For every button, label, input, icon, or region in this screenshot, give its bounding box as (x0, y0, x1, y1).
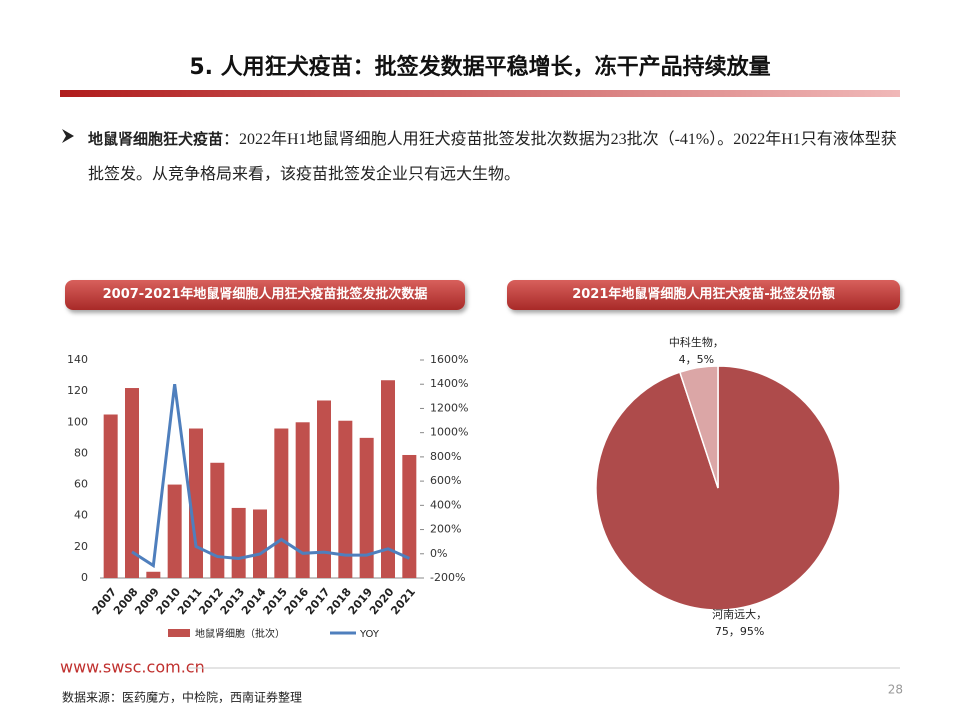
pie-value-label: 75，95% (715, 625, 764, 638)
bar (274, 428, 289, 578)
y2-tick-label: 400% (430, 498, 461, 511)
pie-label: 中科生物， (669, 335, 724, 349)
bullet-text: 地鼠肾细胞狂犬疫苗：2022年H1地鼠肾细胞人用狂犬疫苗批签发批次数据为23批次… (88, 122, 903, 192)
y2-tick-label: 200% (430, 523, 461, 536)
y-tick-label: 140 (67, 353, 88, 366)
y-tick-label: 20 (74, 540, 88, 553)
yoy-line (131, 384, 410, 569)
bullet-heading: 地鼠肾细胞狂犬疫苗 (88, 130, 224, 148)
chart-title: 2021年地鼠肾细胞人用狂犬疫苗-批签发份额 (507, 280, 900, 310)
bullet-body: ：2022年H1地鼠肾细胞人用狂犬疫苗批签发批次数据为23批次（-41%）。20… (88, 131, 897, 183)
bar (295, 422, 310, 578)
bar (338, 420, 353, 578)
x-tick-label: 2021 (388, 586, 418, 618)
bar (167, 484, 182, 578)
y2-tick-label: 1600% (430, 353, 468, 366)
chart-title: 2007-2021年地鼠肾细胞人用狂犬疫苗批签发批次数据 (65, 280, 465, 310)
bar (253, 509, 267, 578)
y2-tick-label: 1000% (430, 426, 468, 439)
bar (402, 454, 417, 578)
y-tick-label: 40 (74, 509, 88, 522)
y2-tick-label: -200% (430, 571, 465, 584)
bar (103, 414, 118, 578)
y2-tick-label: 1400% (430, 377, 468, 390)
legend-label: 地鼠肾细胞（批次） (195, 627, 285, 640)
page-number: 28 (888, 683, 903, 697)
bullet-arrow (62, 129, 74, 143)
pie-slice (678, 365, 719, 489)
bar (317, 400, 331, 578)
pie-value-label: 4，5% (679, 353, 714, 366)
y2-tick-label: 1200% (430, 401, 468, 414)
website: www.swsc.com.cn (60, 658, 205, 677)
slide-title: 5. 人用狂犬疫苗：批签发数据平稳增长，冻干产品持续放量 (189, 54, 770, 80)
y-tick-label: 0 (81, 571, 88, 584)
y-tick-label: 60 (74, 478, 88, 491)
bar (146, 571, 161, 578)
bar (231, 507, 246, 578)
bar (189, 428, 203, 578)
bar (359, 437, 374, 578)
y2-tick-label: 800% (430, 450, 461, 463)
y2-tick-label: 600% (430, 474, 461, 487)
pie-label: 河南远大， (712, 607, 767, 621)
y-tick-label: 80 (74, 446, 88, 459)
legend-label: YOY (359, 629, 380, 640)
legend-swatch (168, 629, 190, 637)
y2-tick-label: 0% (430, 547, 447, 560)
y-tick-label: 100 (67, 415, 88, 428)
bar (210, 462, 225, 578)
bar (381, 380, 395, 578)
title-rule (60, 90, 900, 97)
source: 数据来源：医药魔方，中检院，西南证券整理 (62, 690, 302, 705)
bar (125, 388, 139, 578)
y-tick-label: 120 (67, 384, 88, 397)
